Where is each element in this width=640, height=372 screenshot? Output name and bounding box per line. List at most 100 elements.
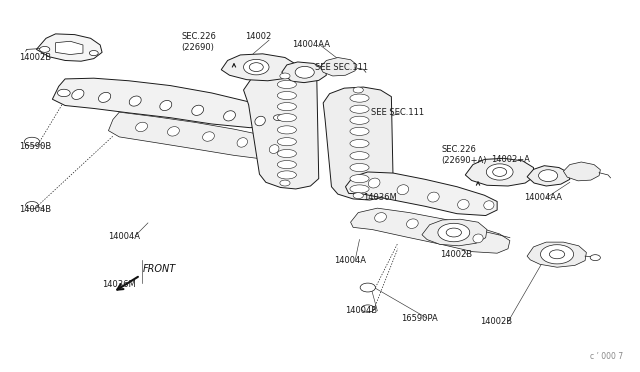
Ellipse shape xyxy=(350,163,369,171)
Ellipse shape xyxy=(350,174,369,183)
Ellipse shape xyxy=(160,100,172,110)
Ellipse shape xyxy=(374,213,387,222)
Ellipse shape xyxy=(99,92,111,102)
Ellipse shape xyxy=(539,170,557,182)
Circle shape xyxy=(362,305,374,312)
Ellipse shape xyxy=(428,192,439,202)
Circle shape xyxy=(40,46,50,52)
Ellipse shape xyxy=(277,138,296,146)
Ellipse shape xyxy=(223,111,236,121)
Ellipse shape xyxy=(168,126,179,136)
Ellipse shape xyxy=(72,89,84,99)
Text: 14036M: 14036M xyxy=(364,193,397,202)
Polygon shape xyxy=(244,71,319,189)
Text: FRONT: FRONT xyxy=(143,264,176,274)
Polygon shape xyxy=(527,242,586,267)
Text: 14004B: 14004B xyxy=(19,205,51,214)
Ellipse shape xyxy=(458,199,469,209)
Ellipse shape xyxy=(244,60,269,75)
Text: 14002B: 14002B xyxy=(440,250,472,259)
Circle shape xyxy=(446,228,461,237)
Ellipse shape xyxy=(136,122,148,132)
Text: 14002: 14002 xyxy=(246,32,272,41)
Circle shape xyxy=(90,51,99,56)
Ellipse shape xyxy=(440,226,452,236)
Ellipse shape xyxy=(350,140,369,148)
Circle shape xyxy=(438,223,470,242)
Ellipse shape xyxy=(350,94,369,102)
Circle shape xyxy=(280,180,290,186)
Ellipse shape xyxy=(277,161,296,169)
Polygon shape xyxy=(527,166,570,186)
Ellipse shape xyxy=(192,105,204,115)
Text: 14002B: 14002B xyxy=(481,317,513,326)
Ellipse shape xyxy=(350,105,369,113)
Text: 14002+A: 14002+A xyxy=(491,155,530,164)
Ellipse shape xyxy=(249,62,263,71)
Ellipse shape xyxy=(269,145,279,154)
Ellipse shape xyxy=(397,185,409,195)
Text: 14036M: 14036M xyxy=(102,280,136,289)
Circle shape xyxy=(353,193,364,199)
Ellipse shape xyxy=(277,150,296,158)
Circle shape xyxy=(549,250,564,259)
Polygon shape xyxy=(351,208,510,253)
Text: SEC.226: SEC.226 xyxy=(181,32,216,41)
Polygon shape xyxy=(282,62,326,83)
Polygon shape xyxy=(465,158,534,186)
Circle shape xyxy=(58,89,70,97)
Text: (22690+A): (22690+A) xyxy=(441,155,486,165)
Text: SEC.226: SEC.226 xyxy=(441,145,476,154)
Polygon shape xyxy=(422,219,487,246)
Text: 14004A: 14004A xyxy=(108,232,140,241)
Ellipse shape xyxy=(277,80,296,89)
Circle shape xyxy=(273,115,284,121)
Ellipse shape xyxy=(350,127,369,135)
Ellipse shape xyxy=(277,92,296,100)
Text: SEE SEC.111: SEE SEC.111 xyxy=(371,108,424,117)
Circle shape xyxy=(360,283,376,292)
Ellipse shape xyxy=(350,116,369,124)
Ellipse shape xyxy=(203,132,214,141)
Ellipse shape xyxy=(237,138,248,147)
Text: 14004AA: 14004AA xyxy=(524,193,562,202)
Ellipse shape xyxy=(369,178,380,188)
Polygon shape xyxy=(56,41,83,55)
Ellipse shape xyxy=(493,167,507,176)
Ellipse shape xyxy=(277,171,296,179)
Ellipse shape xyxy=(277,126,296,134)
Text: c ’ 000 7: c ’ 000 7 xyxy=(589,352,623,361)
Circle shape xyxy=(26,202,38,209)
Polygon shape xyxy=(221,54,296,81)
Polygon shape xyxy=(320,58,357,76)
Polygon shape xyxy=(36,34,102,61)
Text: 14004B: 14004B xyxy=(346,306,378,315)
Text: 14002B: 14002B xyxy=(19,53,51,62)
Polygon shape xyxy=(563,162,600,181)
Ellipse shape xyxy=(486,164,513,180)
Polygon shape xyxy=(323,87,394,200)
Text: 14004AA: 14004AA xyxy=(292,41,330,49)
Ellipse shape xyxy=(350,185,369,193)
Ellipse shape xyxy=(255,116,266,126)
Text: 14004A: 14004A xyxy=(334,256,366,265)
Polygon shape xyxy=(108,112,300,160)
Circle shape xyxy=(280,73,290,79)
Ellipse shape xyxy=(473,234,483,243)
Ellipse shape xyxy=(295,66,314,78)
Circle shape xyxy=(24,137,40,146)
Ellipse shape xyxy=(129,96,141,106)
Ellipse shape xyxy=(277,113,296,122)
Text: 16590B: 16590B xyxy=(19,142,51,151)
Circle shape xyxy=(353,87,364,93)
Circle shape xyxy=(590,255,600,260)
Polygon shape xyxy=(346,172,497,215)
Circle shape xyxy=(540,245,573,264)
Polygon shape xyxy=(52,78,282,128)
Text: (22690): (22690) xyxy=(181,43,214,52)
Ellipse shape xyxy=(484,201,494,210)
Ellipse shape xyxy=(277,103,296,111)
Text: 16590PA: 16590PA xyxy=(401,314,438,323)
Ellipse shape xyxy=(406,219,418,228)
Text: SEE SEC.111: SEE SEC.111 xyxy=(315,62,368,72)
